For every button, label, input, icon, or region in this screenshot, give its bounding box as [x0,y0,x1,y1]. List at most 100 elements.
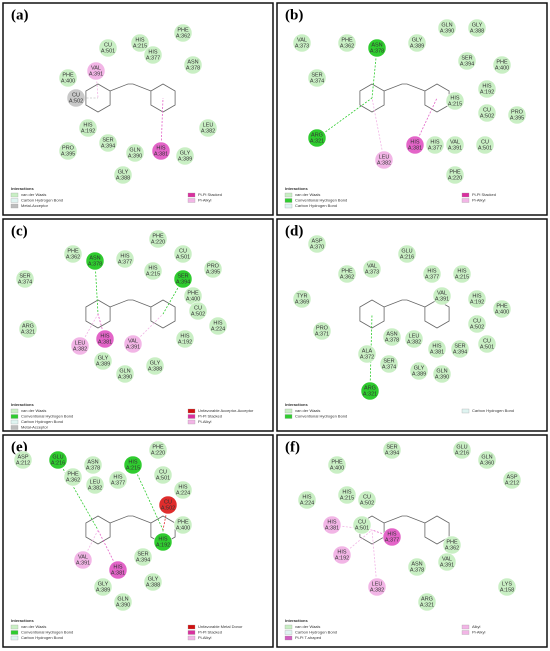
residue-name: PHE [341,268,353,274]
legend-swatch [461,192,470,198]
residue-circle [115,364,135,384]
residue-circle [445,165,465,185]
legend-text: Conventional Hydrogen Bond [295,198,347,203]
legend-swatch [284,624,293,630]
residue-name: GLY [148,576,159,582]
residue-id: A:394 [136,557,150,563]
residue-id: A:373 [295,43,309,49]
legend-swatch [461,624,470,630]
residue-circle [312,321,332,341]
bond [109,515,152,524]
residue: CUA:501 [98,38,118,58]
legend-text: Conventional Hydrogen Bond [295,414,347,419]
residue-id: A:362 [66,254,80,260]
legend-title: Interactions [285,618,308,623]
residue-circle [175,329,195,349]
residue-id: A:394 [453,349,467,355]
residue-name: ARG [22,323,34,329]
residue-name: HIS [432,343,442,349]
residue-name: GLU [401,248,412,254]
residue-name: HIS [410,139,420,145]
residue-circle [360,381,380,401]
residue-name: SER [177,273,188,279]
legend-swatch [187,419,196,425]
residue-name: HIS [178,484,188,490]
residue-id: A:394 [385,450,399,456]
residue-id: A:390 [440,28,454,34]
residue-name: HIS [213,320,223,326]
residue-id: A:391 [448,145,462,151]
residue-circle [175,146,195,166]
residue-circle [183,55,203,75]
residue: CUA:502 [467,314,487,334]
residue-id: A:389 [410,43,424,49]
legend-swatch [284,192,293,198]
residue-circle [442,535,462,555]
residue-circle [143,261,163,281]
residue-circle [63,244,83,264]
residue-id: A:215 [126,465,140,471]
legend-swatch [10,203,19,209]
interaction-line [341,529,373,556]
residue-id: A:389 [412,371,426,377]
residue-circle [432,364,452,384]
residue-name: HIS [387,531,397,537]
interaction-line [132,464,164,531]
legend-swatch [10,192,19,198]
residue-id: A:220 [448,175,462,181]
residue-name: HIS [120,253,130,259]
residue-id: A:158 [500,587,514,593]
residue-id: A:362 [176,33,190,39]
residue-id: A:382 [73,346,87,352]
residue-circle [198,118,218,138]
residue-circle [173,23,193,43]
legend-text: Conventional Hydrogen Bond [21,630,73,635]
residue-name: ASN [411,561,422,567]
residue-id: A:192 [470,299,484,305]
residue-circle [85,475,105,495]
legend-text: van der Waals [295,192,320,197]
residue-name: HIS [482,83,492,89]
residue-id: A:378 [410,567,424,573]
residue-circle [452,440,472,460]
residue-name: ARG [311,132,323,138]
residue-circle [467,314,487,334]
residue-circle [151,141,171,161]
residue-id: A:501 [176,254,190,260]
residue-id: A:391 [440,562,454,568]
residue-id: A:389 [96,587,110,593]
residue-circle [327,455,347,475]
legend-title: Interactions [285,402,308,407]
residue-name: PRO [62,145,75,151]
legend-text: Carbon Hydrogen Bond [295,630,337,635]
residue-name: LEU [90,479,101,485]
residue-circle [63,467,83,487]
legend-text: Unfavorable Acceptor-Acceptor [198,408,254,413]
legend-swatch [284,414,293,419]
residue-id: A:362 [340,274,354,280]
residue-circle [437,552,457,572]
residue-circle [407,33,427,53]
residue-name: HIS [327,519,337,525]
legend-swatch [10,630,19,635]
residue-circle [83,455,103,475]
residue-name: ASP [311,238,322,244]
residue-id: A:400 [61,78,75,84]
residue-circle [78,118,98,138]
residue-name: SER [386,444,397,450]
residue-name: ALA [362,348,373,354]
